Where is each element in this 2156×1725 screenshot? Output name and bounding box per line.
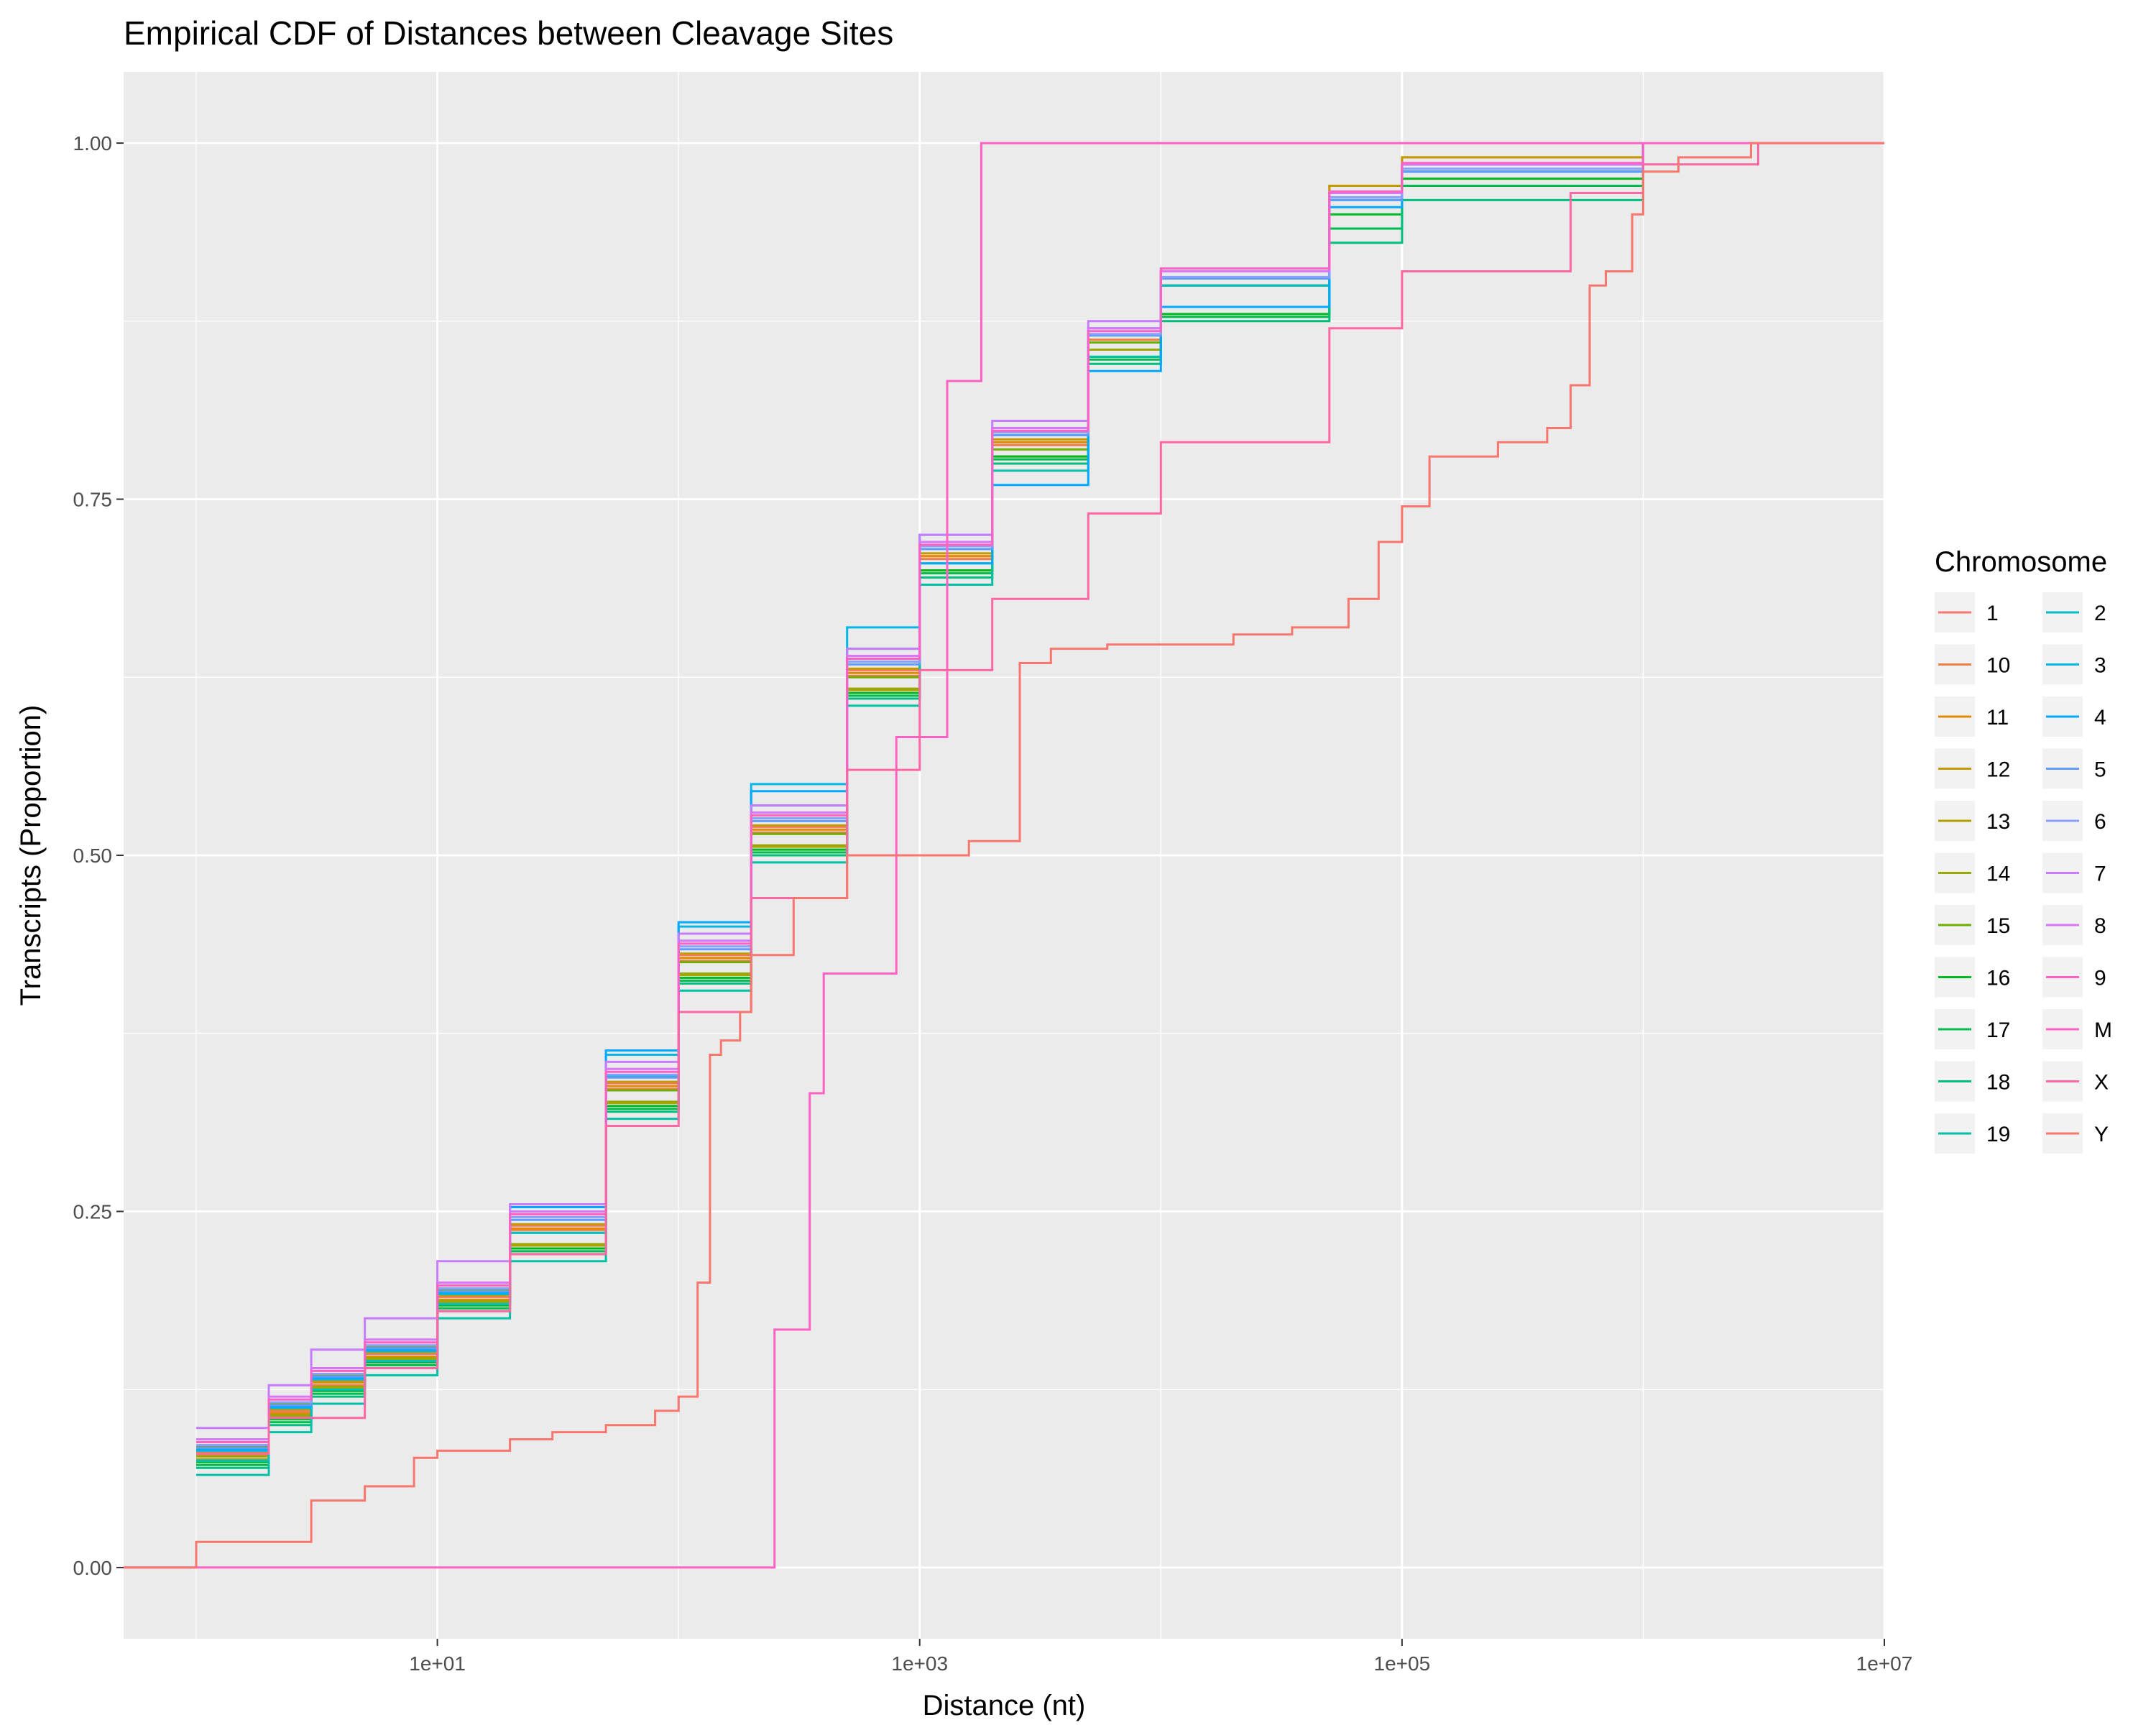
legend-label: 2 (2094, 602, 2106, 625)
legend-label: 18 (1986, 1071, 2010, 1095)
legend-label: 15 (1986, 914, 2010, 938)
chart-title: Empirical CDF of Distances between Cleav… (124, 14, 893, 52)
x-tick-label: 1e+07 (1856, 1652, 1913, 1675)
legend-label: 17 (1986, 1018, 2010, 1042)
legend-label: 5 (2094, 758, 2106, 782)
legend-label: 10 (1986, 654, 2010, 678)
series-line-9 (196, 143, 1644, 1443)
y-axis-title: Transcripts (Proportion) (15, 705, 47, 1006)
legend-label: 3 (2094, 654, 2106, 678)
legend-label: 19 (1986, 1123, 2010, 1146)
series-line-Y (124, 142, 1884, 1569)
legend-label: 6 (2094, 810, 2106, 834)
legend-title: Chromosome (1935, 546, 2107, 578)
y-tick-label: 0.00 (73, 1557, 113, 1579)
legend-label: Y (2094, 1123, 2109, 1146)
series-line-M (124, 142, 1884, 1569)
legend-label: 13 (1986, 810, 2010, 834)
legend-label: 1 (1986, 602, 1999, 625)
x-tick-label: 1e+01 (409, 1652, 466, 1675)
series-lines (124, 142, 1884, 1569)
legend-label: X (2094, 1071, 2109, 1095)
legend-label: 12 (1986, 758, 2010, 782)
x-axis-title: Distance (nt) (923, 1690, 1086, 1721)
legend: 1 10 11 12 13 14 15 16 17 18 19 2 3 4 5 6 7 8 9 M X Y (1935, 592, 2112, 1154)
x-tick-label: 1e+05 (1374, 1652, 1431, 1675)
legend-label: 8 (2094, 914, 2106, 938)
legend-label: 11 (1986, 706, 2009, 730)
y-tick-label: 0.25 (73, 1200, 113, 1223)
series-line-X (196, 143, 1759, 1455)
legend-label: 4 (2094, 706, 2106, 730)
x-tick-label: 1e+03 (891, 1652, 948, 1675)
y-tick-label: 0.75 (73, 489, 113, 511)
legend-label: M (2094, 1018, 2112, 1042)
legend-label: 16 (1986, 967, 2010, 990)
legend-label: 14 (1986, 862, 2010, 886)
legend-label: 7 (2094, 862, 2106, 886)
y-tick-label: 0.50 (73, 845, 113, 867)
x-axis: 1e+01 1e+03 1e+05 1e+07 (409, 1639, 1912, 1675)
y-axis: 0.00 0.25 0.50 0.75 1.00 (73, 132, 124, 1579)
y-tick-label: 1.00 (73, 132, 113, 155)
legend-label: 9 (2094, 967, 2106, 990)
